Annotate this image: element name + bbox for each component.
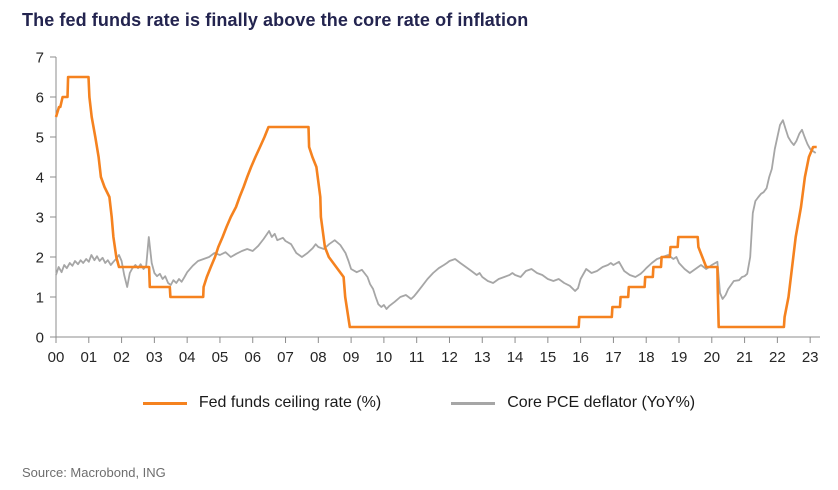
legend-item-core-pce: Core PCE deflator (YoY%) — [451, 394, 695, 412]
x-tick-label: 23 — [802, 349, 819, 366]
y-tick-label: 0 — [36, 330, 44, 347]
x-tick-label: 16 — [572, 349, 589, 366]
x-tick-label: 20 — [703, 349, 720, 366]
y-tick-label: 1 — [36, 290, 44, 307]
x-tick-label: 04 — [179, 349, 196, 366]
y-tick-label: 4 — [36, 170, 44, 187]
x-tick-label: 09 — [343, 349, 360, 366]
x-tick-label: 19 — [671, 349, 688, 366]
core-pce-deflator-line — [55, 119, 817, 310]
x-tick-label: 18 — [638, 349, 655, 366]
x-tick-label: 03 — [146, 349, 163, 366]
y-tick-label: 2 — [36, 250, 44, 267]
legend-label-core-pce: Core PCE deflator (YoY%) — [507, 394, 696, 411]
source-note: Source: Macrobond, ING — [22, 465, 166, 480]
chart-area: 0 1 2 3 4 5 6 7 00 01 02 03 04 05 06 07 08 09 10 11 12 13 14 15… — [0, 39, 838, 384]
x-tick-label: 22 — [769, 349, 786, 366]
x-tick-label: 00 — [48, 349, 65, 366]
x-tick-label: 12 — [441, 349, 458, 366]
y-tick-label: 5 — [36, 130, 44, 147]
core-pce-line-swatch — [451, 401, 496, 405]
y-tick-label: 6 — [36, 90, 44, 107]
fed-funds-ceiling-rate-line — [54, 75, 817, 329]
y-tick-label: 3 — [36, 210, 44, 227]
fed-funds-line-swatch — [142, 401, 187, 405]
legend-label-fed-funds: Fed funds ceiling rate (%) — [198, 394, 382, 411]
chart-title: The fed funds rate is finally above the … — [22, 10, 529, 30]
x-tick-label: 13 — [474, 349, 491, 366]
x-tick-label: 11 — [409, 349, 425, 366]
x-tick-label: 08 — [310, 349, 327, 366]
legend: Fed funds ceiling rate (%) Core PCE defl… — [0, 394, 838, 412]
x-tick-label: 05 — [212, 349, 229, 366]
x-tick-label: 17 — [605, 349, 622, 366]
x-tick-label: 14 — [507, 349, 524, 366]
y-tick-label: 7 — [36, 50, 44, 67]
x-tick-label: 01 — [80, 349, 97, 366]
x-tick-label: 02 — [113, 349, 130, 366]
legend-item-fed-funds: Fed funds ceiling rate (%) — [142, 394, 382, 412]
x-tick-label: 10 — [376, 349, 393, 366]
x-tick-label: 06 — [244, 349, 261, 366]
x-tick-label: 21 — [736, 349, 753, 366]
x-tick-label: 07 — [277, 349, 294, 366]
x-tick-label: 15 — [540, 349, 557, 366]
